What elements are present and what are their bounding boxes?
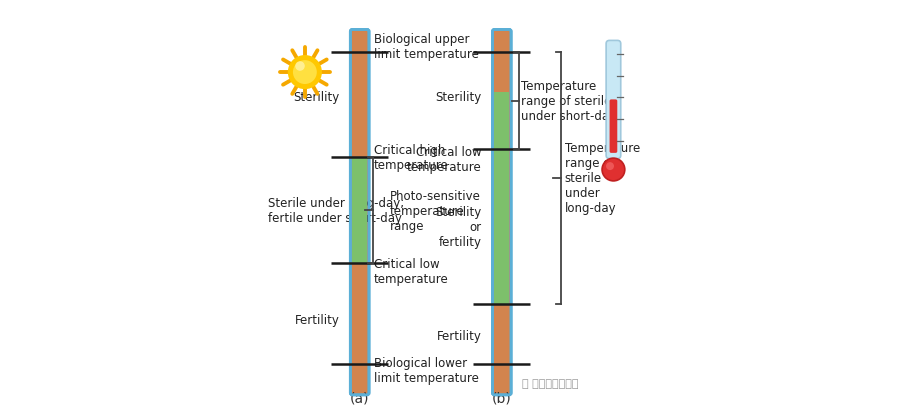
Text: Temperature
range of
sterile
under
long-day: Temperature range of sterile under long-… — [565, 142, 640, 215]
Bar — [495, 93, 509, 304]
Text: Fertility: Fertility — [436, 330, 481, 343]
FancyBboxPatch shape — [492, 30, 511, 395]
Text: Sterility
or
fertility: Sterility or fertility — [436, 205, 481, 248]
Text: 🐾 中国工程院院刊: 🐾 中国工程院院刊 — [522, 378, 578, 388]
FancyBboxPatch shape — [350, 30, 369, 395]
Text: Sterility: Sterility — [436, 91, 481, 104]
FancyBboxPatch shape — [610, 100, 617, 153]
Text: (a): (a) — [350, 391, 369, 405]
Circle shape — [606, 163, 614, 171]
FancyBboxPatch shape — [606, 41, 621, 159]
Text: Biological lower
limit temperature: Biological lower limit temperature — [374, 357, 479, 384]
Circle shape — [295, 62, 304, 72]
Circle shape — [293, 61, 317, 85]
Text: (b): (b) — [492, 391, 512, 405]
Circle shape — [602, 159, 625, 181]
Text: Temperature
range of sterile
under short-day: Temperature range of sterile under short… — [521, 80, 616, 123]
Text: Critical low
temperature: Critical low temperature — [374, 258, 449, 285]
Bar — [352, 158, 367, 263]
Text: Sterile under long-day;
fertile under short-day: Sterile under long-day; fertile under sh… — [269, 197, 405, 224]
Text: Critical high
temperature: Critical high temperature — [374, 144, 449, 172]
Text: Photo-sensitive
temperature
range: Photo-sensitive temperature range — [390, 189, 481, 232]
Text: Critical low
temperature: Critical low temperature — [407, 146, 481, 174]
Circle shape — [288, 56, 321, 90]
Text: Biological upper
limit temperature: Biological upper limit temperature — [374, 33, 479, 60]
Text: Fertility: Fertility — [295, 313, 339, 326]
Text: Sterility: Sterility — [293, 91, 339, 104]
